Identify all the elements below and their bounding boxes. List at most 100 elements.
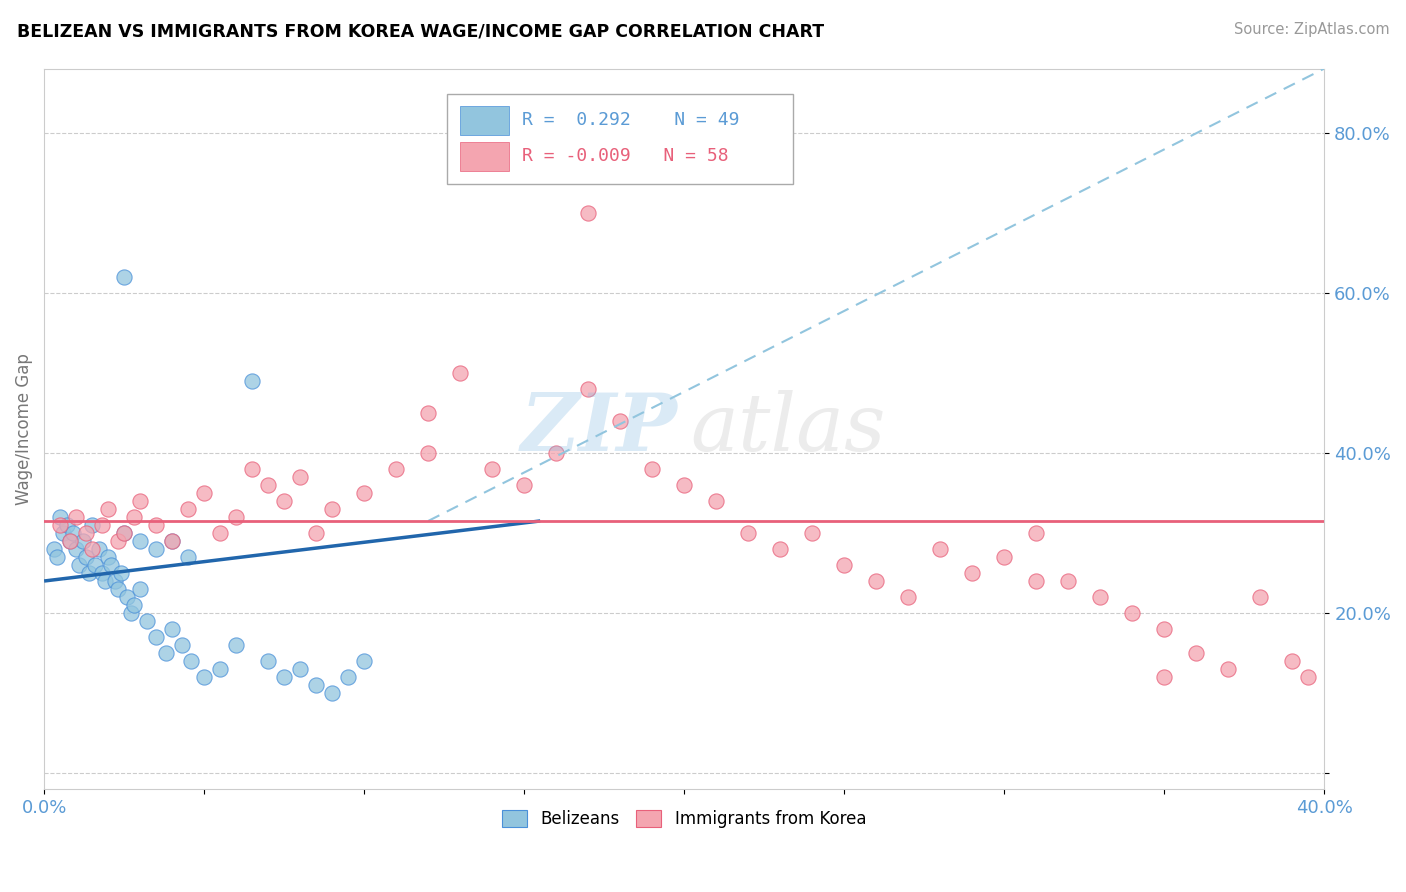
Point [94,574,117,588]
Point [117,590,139,604]
Point [288,470,311,484]
Point [418,406,440,420]
Point [1281,654,1303,668]
Point [1057,574,1080,588]
Point [103,574,125,588]
Point [1025,574,1047,588]
Point [90,566,112,580]
Point [55,518,77,533]
Text: ZIP: ZIP [522,390,678,467]
Point [576,382,599,396]
Point [240,374,263,388]
Point [576,205,599,219]
Point [257,654,280,668]
Point [84,558,107,572]
Point [449,366,471,380]
Point [321,686,343,700]
Point [100,558,122,572]
Point [929,541,952,556]
Point [305,526,328,541]
Text: atlas: atlas [690,390,886,467]
Point [962,566,984,580]
Point [353,486,375,500]
Point [65,541,87,556]
Point [135,614,157,628]
Text: R =  0.292    N = 49: R = 0.292 N = 49 [522,112,740,129]
Point [112,269,135,284]
Text: Source: ZipAtlas.com: Source: ZipAtlas.com [1233,22,1389,37]
Point [385,462,408,476]
Point [1185,646,1208,660]
Point [1025,526,1047,541]
Point [82,541,104,556]
Point [75,549,97,564]
Point [993,549,1015,564]
Point [193,486,215,500]
Point [59,533,82,548]
Point [1121,606,1143,620]
Point [145,541,167,556]
Point [77,566,100,580]
Point [180,654,202,668]
Point [273,494,295,508]
Point [49,510,72,524]
Point [257,478,280,492]
Point [87,541,110,556]
Point [1249,590,1271,604]
Point [49,518,72,533]
Point [673,478,696,492]
Point [1218,662,1240,676]
Point [122,598,145,612]
Point [193,670,215,684]
Point [240,462,263,476]
Point [609,414,631,428]
Point [801,526,824,541]
Point [832,558,855,572]
Point [65,510,87,524]
Point [122,510,145,524]
Point [225,510,247,524]
Point [288,662,311,676]
Point [273,670,295,684]
Point [62,526,84,541]
Point [72,533,94,548]
Point [129,533,152,548]
Point [769,541,792,556]
Point [305,678,328,692]
Point [170,638,193,652]
Point [1153,670,1175,684]
Point [1298,670,1320,684]
Point [112,526,135,541]
Point [45,549,67,564]
Point [160,533,183,548]
FancyBboxPatch shape [460,106,509,135]
Point [209,662,232,676]
Point [418,446,440,460]
Point [52,526,75,541]
Point [337,670,360,684]
Point [897,590,920,604]
Point [155,646,177,660]
Point [321,502,343,516]
Point [145,518,167,533]
Point [42,541,65,556]
Point [82,518,104,533]
Text: BELIZEAN VS IMMIGRANTS FROM KOREA WAGE/INCOME GAP CORRELATION CHART: BELIZEAN VS IMMIGRANTS FROM KOREA WAGE/I… [17,22,824,40]
Point [353,654,375,668]
Point [1090,590,1112,604]
Point [75,526,97,541]
Point [546,446,568,460]
Point [160,533,183,548]
Point [209,526,232,541]
Legend: Belizeans, Immigrants from Korea: Belizeans, Immigrants from Korea [495,804,873,835]
Point [107,582,129,596]
Point [145,630,167,644]
Point [1153,622,1175,636]
Point [177,549,200,564]
Point [129,494,152,508]
Point [107,533,129,548]
Point [120,606,142,620]
Point [90,518,112,533]
Point [67,558,90,572]
Point [737,526,759,541]
